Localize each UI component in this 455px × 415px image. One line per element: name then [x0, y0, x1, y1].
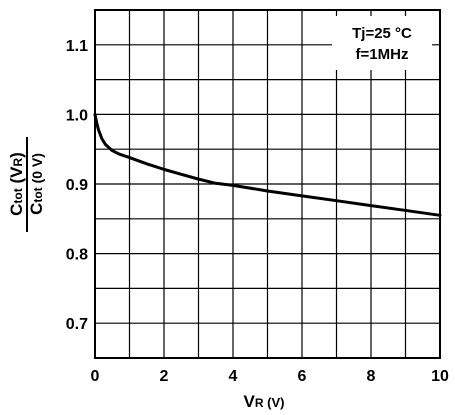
y-tick-label: 1.1 — [66, 38, 88, 55]
x-axis-label: VR (V) — [244, 392, 285, 411]
x-tick-label: 0 — [91, 368, 100, 385]
y-tick-labels: 0.7 0.8 0.9 1.0 1.1 — [66, 38, 88, 333]
y-axis-label-numerator: Ctot (VR) — [7, 152, 26, 216]
x-tick-label: 4 — [229, 368, 238, 385]
x-tick-labels: 0 2 4 6 8 10 — [91, 368, 449, 385]
y-axis-label-denominator: Ctot (0 V) — [27, 153, 46, 215]
annotation-frequency: f=1MHz — [356, 46, 409, 63]
y-tick-label: 0.9 — [66, 177, 88, 194]
x-tick-label: 10 — [431, 368, 449, 385]
annotation-temperature: Tj=25 °C — [352, 25, 412, 42]
x-tick-label: 8 — [367, 368, 376, 385]
y-tick-label: 1.0 — [66, 107, 88, 124]
y-tick-label: 0.8 — [66, 247, 88, 264]
series-line-capacitance-ratio — [93, 112, 442, 217]
grid-lines — [95, 10, 440, 358]
y-tick-label: 0.7 — [66, 316, 88, 333]
annotation-box: Tj=25 °C f=1MHz — [332, 16, 432, 70]
plot-frame — [94, 9, 441, 359]
y-axis-label: Ctot (VR) Ctot (0 V) — [7, 137, 46, 232]
x-tick-label: 2 — [160, 368, 169, 385]
x-tick-label: 6 — [298, 368, 307, 385]
